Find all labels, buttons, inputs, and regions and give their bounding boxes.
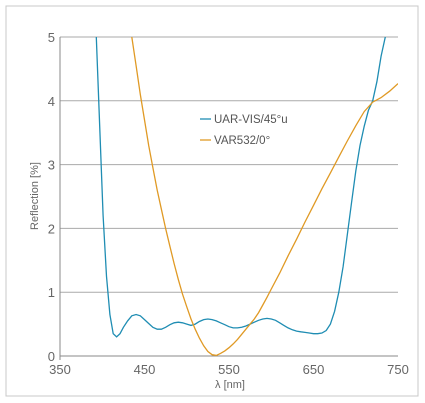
y-tick-label: 0 — [48, 349, 55, 364]
x-tick-labels: 350 450 550 650 750 — [49, 362, 409, 377]
series-line-var532 — [131, 37, 398, 356]
y-tick-label: 2 — [48, 221, 55, 236]
legend-label-uar-vis: UAR-VIS/45°u — [214, 114, 288, 126]
y-tick-label: 5 — [48, 30, 55, 45]
x-axis-label: λ [nm] — [215, 379, 245, 391]
y-tick-labels: 0 1 2 3 4 5 — [48, 30, 55, 364]
y-tick-label: 1 — [48, 285, 55, 300]
legend-background — [197, 110, 315, 150]
x-tick-label: 550 — [218, 362, 240, 377]
y-tick-label: 4 — [48, 94, 55, 109]
legend: UAR-VIS/45°u VAR532/0° — [197, 110, 315, 150]
y-axis-label: Reflection [%] — [29, 162, 41, 230]
series-line-uar-vis — [95, 37, 386, 338]
axes — [59, 37, 398, 360]
legend-label-var532: VAR532/0° — [214, 135, 270, 147]
x-tick-label: 750 — [387, 362, 409, 377]
x-tick-label: 450 — [134, 362, 156, 377]
x-tick-label: 350 — [49, 362, 71, 377]
grid-lines — [60, 36, 398, 293]
y-tick-label: 3 — [48, 158, 55, 173]
outer-frame — [5, 5, 419, 397]
x-tick-label: 650 — [303, 362, 325, 377]
